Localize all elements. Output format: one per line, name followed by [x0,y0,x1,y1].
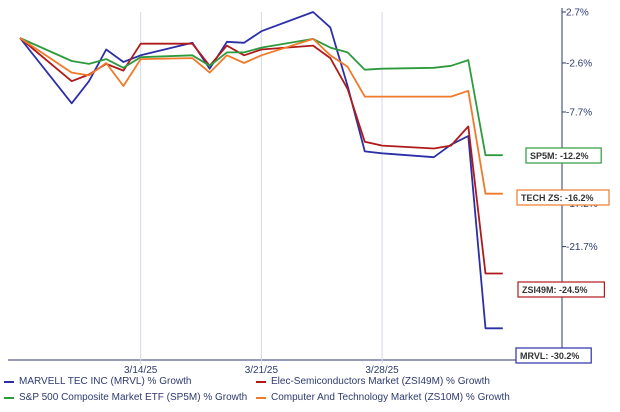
end-labels: MRVL: -30.2% ZSI49M: -24.5% SP5M: -12.2% TE… [515,147,610,364]
end-label-box-0 [515,347,592,364]
series-line-3 [19,37,503,195]
end-label-1: ZSI49M: -24.5% [522,285,588,295]
legend-item-zsi49m[interactable]: Elec-Semiconductors Market (ZSI49M) % Gr… [256,376,490,387]
end-label-0: MRVL: -30.2% [520,351,579,361]
end-label-box-1 [517,281,606,298]
legend-swatch-sp5m [4,396,14,399]
y-tick-label: -7.7% [566,107,592,118]
legend-item-sp5m[interactable]: S&P 500 Composite Market ETF (SP5M) % Gr… [4,392,247,403]
series-line-1 [19,37,503,275]
x-tick-label: 3/21/25 [245,365,279,376]
y-tick-label: -2.6% [566,58,592,69]
y-tick-label: 2.7% [566,8,589,19]
plot-area [19,11,503,330]
legend-swatch-zsi49m [256,380,266,383]
legend-label-sp5m: S&P 500 Composite Market ETF (SP5M) % Gr… [19,392,248,403]
legend-item-mrvl[interactable]: MARVELL TEC INC (MRVL) % Growth [4,376,191,387]
series-line-0 [19,11,503,330]
end-label-box-2 [525,147,602,164]
legend-swatch-zs10m [256,396,266,399]
end-label-2: SP5M: -12.2% [530,151,589,161]
legend-item-zs10m[interactable]: Computer And Technology Market (ZS10M) %… [256,392,510,403]
x-tick-label: 3/14/25 [124,365,158,376]
legend-label-zsi49m: Elec-Semiconductors Market (ZSI49M) % Gr… [271,376,490,387]
chart-axes: 2.7%-2.6%-7.7%-12.7%-17.2%-21.7%-26.1%3/… [8,8,598,376]
legend-label-mrvl: MARVELL TEC INC (MRVL) % Growth [19,376,192,387]
end-label-box-3 [516,189,610,206]
legend-swatch-mrvl [4,380,14,383]
end-label-3: TECH ZS: -16.2% [521,193,594,203]
legend-label-zs10m: Computer And Technology Market (ZS10M) %… [271,392,510,403]
series-line-2 [19,37,503,157]
y-tick-label: -21.7% [566,242,598,253]
x-tick-label: 3/28/25 [365,365,399,376]
